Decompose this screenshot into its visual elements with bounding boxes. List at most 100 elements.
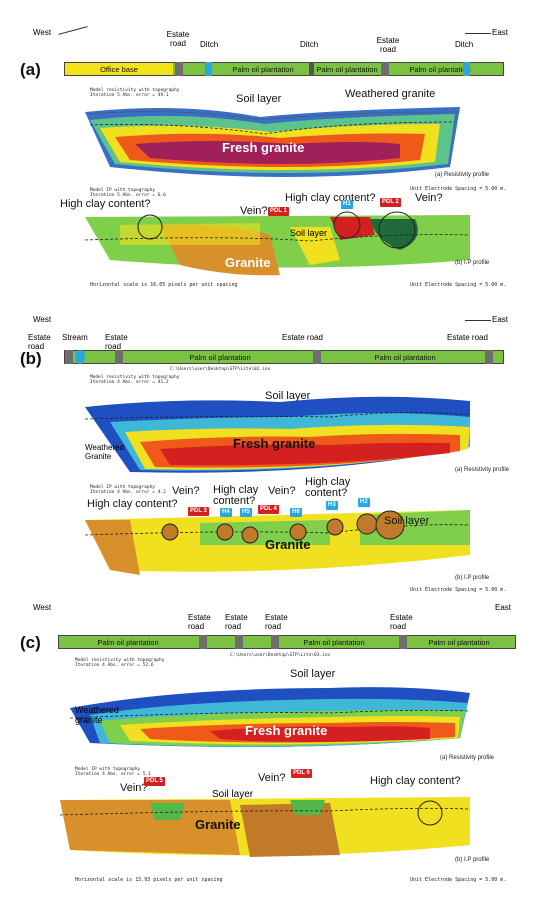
soil-layer-label: Soil layer: [384, 515, 430, 527]
estate-road-marker: [271, 635, 279, 649]
estate-road-label: Estate road: [166, 30, 190, 48]
estate-road-label: Estate road: [188, 613, 211, 631]
soil-layer-label: Soil layer: [290, 668, 336, 680]
landuse-bar: Palm oil plantation Palm oil plantation: [64, 350, 504, 364]
ditch-marker: [205, 62, 212, 76]
ditch-marker: [463, 62, 470, 76]
estate-road-label: Estate road: [105, 333, 128, 351]
estate-road-marker: [485, 350, 493, 364]
estate-road-marker: [199, 635, 207, 649]
landuse-bar: Palm oil plantation Palm oil plantation …: [58, 635, 516, 649]
vein-label: Vein?: [240, 205, 268, 217]
ip-section-a: [84, 211, 471, 276]
high-clay-label: High clay content?: [370, 775, 461, 787]
h-tag: H3: [326, 501, 338, 510]
panel-b: (b) West East Estate road Stream Estate …: [0, 305, 550, 595]
h-tag: H4: [220, 508, 232, 517]
high-clay-label: High clay content?: [305, 476, 351, 499]
ip-header: Model IP with topography Iteration 4 Abs…: [75, 767, 151, 777]
unit-spacing: Unit Electrode Spacing = 5.00 m.: [410, 282, 507, 288]
ip-section-c: [59, 797, 471, 857]
unit-spacing: Unit Electrode Spacing = 5.00 m.: [410, 877, 507, 883]
fresh-granite-label: Fresh granite: [222, 140, 305, 155]
resistivity-section-b: [84, 396, 471, 473]
fresh-granite-label: Fresh granite: [245, 723, 328, 738]
estate-road-marker: [399, 635, 407, 649]
stream-label: Stream: [62, 333, 88, 342]
landuse-segment: Palm oil plantation: [97, 637, 159, 647]
ip-section-b: [84, 510, 471, 575]
ditch-label: Ditch: [200, 40, 219, 49]
file-path: C:\Users\user\Desktop\GTP\Lite\03.inv: [230, 653, 331, 658]
soil-layer-label: Soil layer: [290, 228, 328, 238]
landuse-segment: Palm oil plantation: [316, 64, 378, 74]
estate-road-marker: [115, 350, 123, 364]
h-tag: H5: [240, 508, 252, 517]
ditch-label: Ditch: [300, 40, 319, 49]
ip-caption: (b) I.P profile: [455, 857, 490, 863]
res-caption: (a) Resistivity profile: [455, 467, 510, 473]
soil-layer-label: Soil layer: [265, 390, 311, 402]
weathered-granite-label: Weathered granite: [345, 88, 436, 100]
h-tag: H6: [290, 508, 302, 517]
granite-label: Granite: [195, 817, 241, 832]
high-clay-label: High clay content?: [60, 198, 151, 210]
vein-label: Vein?: [268, 485, 296, 497]
res-header: Model resistivity with topography Iterat…: [75, 658, 165, 668]
landuse-segment: Palm oil plantation: [374, 352, 436, 362]
ip-caption: (b) I.P profile: [455, 260, 490, 266]
panel-label-c: (c): [20, 633, 41, 652]
pdl-tag: PDL 3: [188, 507, 209, 516]
res-header: Model resistivity with topography Iterat…: [90, 375, 180, 385]
footer-note: Horizontal scale is 16.05 pixels per uni…: [90, 282, 238, 288]
estate-road-label: Estate road: [390, 613, 413, 631]
pdl-tag: PDL 2: [380, 198, 401, 207]
res-header: Model resistivity with topography Iterat…: [90, 88, 180, 98]
estate-road-label: Estate road: [225, 613, 248, 631]
fresh-granite-label: Fresh granite: [233, 436, 316, 451]
pdl-tag: PDL 4: [258, 505, 279, 514]
landuse-segment: Palm oil plantation: [303, 637, 365, 647]
pdl-tag: PDL 1: [268, 207, 289, 216]
granite-label: Granite: [225, 255, 271, 270]
east-label: East: [492, 315, 509, 324]
estate-road-marker: [381, 62, 389, 76]
footer-note: Horizontal scale is 15.93 pixels per uni…: [75, 877, 223, 883]
resistivity-section-a: [85, 107, 461, 177]
panel-c: (c) West East Estate road Estate road Es…: [0, 595, 550, 910]
estate-road-label: Estate road: [282, 333, 323, 342]
landuse-segment: Palm oil plantation: [428, 637, 490, 647]
estate-road-label: Estate road: [447, 333, 488, 342]
res-caption: (a) Resistivity profile: [440, 755, 495, 761]
landuse-segment: Palm oil plantation: [232, 64, 294, 74]
pdl-tag: PDL 5: [144, 777, 165, 786]
unit-spacing: Unit Electrode Spacing = 5.00 m.: [410, 186, 507, 192]
landuse-segment: Palm oil plantation: [409, 64, 471, 74]
estate-road-marker: [313, 350, 321, 364]
stream-marker: [75, 350, 85, 364]
estate-road-label: Estate road: [376, 36, 400, 54]
high-clay-label: High clay content?: [285, 192, 376, 204]
estate-road-label: Estate road: [265, 613, 288, 631]
granite-label: Granite: [265, 537, 311, 552]
east-label: East: [492, 28, 509, 37]
ip-header: Model IP with topography Iteration 4 Abs…: [90, 485, 166, 495]
vein-label: Vein?: [415, 192, 443, 204]
landuse-bar: Office base Palm oil plantation Palm oil…: [64, 62, 504, 76]
landuse-segment: Office base: [65, 63, 173, 75]
weathered-granite-label: Weathered Granite: [85, 443, 124, 461]
high-clay-label: High clay content?: [213, 484, 259, 507]
west-label: West: [33, 315, 52, 324]
res-caption: (a) Resistivity profile: [435, 172, 490, 178]
weathered-granite-label: Weathered granite: [75, 705, 119, 725]
soil-layer-label: Soil layer: [236, 93, 282, 105]
vein-label: Vein?: [120, 782, 148, 794]
ip-caption: (b) I.P profile: [455, 575, 490, 581]
resistivity-section-c: [69, 687, 471, 747]
ditch-marker: [309, 62, 314, 76]
west-label: West: [33, 603, 52, 612]
landuse-segment: Palm oil plantation: [189, 352, 251, 362]
east-label: East: [495, 603, 512, 612]
vein-label: Vein?: [172, 485, 200, 497]
vein-label: Vein?: [258, 772, 286, 784]
